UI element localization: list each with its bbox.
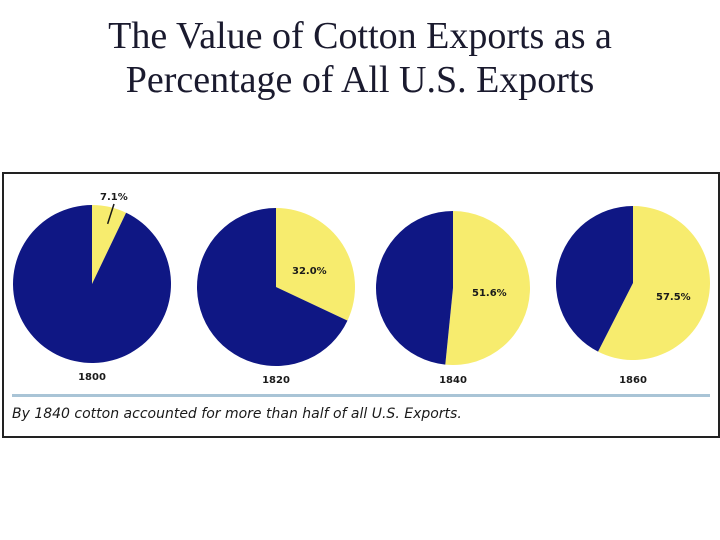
year-label-1840: 1840 [439, 375, 467, 386]
pie-slice-cotton-1800 [92, 205, 127, 284]
year-label-1860: 1860 [619, 375, 647, 386]
pie-slice-other-1840 [376, 211, 453, 365]
pie-label-1840: 51.6% [472, 288, 507, 299]
pie-label-1860: 57.5% [656, 292, 691, 303]
divider-line [12, 394, 710, 397]
pie-slice-cotton-1820 [276, 208, 355, 321]
pie-slice-other-1860 [556, 206, 633, 352]
pie-leader-line-1800 [106, 203, 115, 225]
year-label-1820: 1820 [262, 375, 290, 386]
year-label-1800: 1800 [78, 372, 106, 383]
pie-label-1800: 7.1% [100, 192, 128, 203]
pie-slice-other-1820 [197, 208, 348, 366]
pie-label-1820: 32.0% [292, 266, 327, 277]
slide-title: The Value of Cotton Exports as a Percent… [0, 14, 720, 102]
pie-chart-figure: 7.1% 1800 32.0% 1820 51.6% 1840 57.5% 1860 By 1… [2, 172, 720, 438]
title-line-1: The Value of Cotton Exports as a [108, 15, 612, 57]
chart-caption: By 1840 cotton accounted for more than h… [12, 406, 462, 422]
pie-slice-cotton-1860 [598, 206, 710, 360]
pie-slice-cotton-1840 [445, 211, 531, 365]
pie-slice-other-1800 [12, 205, 171, 363]
pie-charts: 7.1% 1800 32.0% 1820 51.6% 1840 57.5% 1860 [12, 192, 710, 386]
title-line-2: Percentage of All U.S. Exports [125, 59, 595, 101]
